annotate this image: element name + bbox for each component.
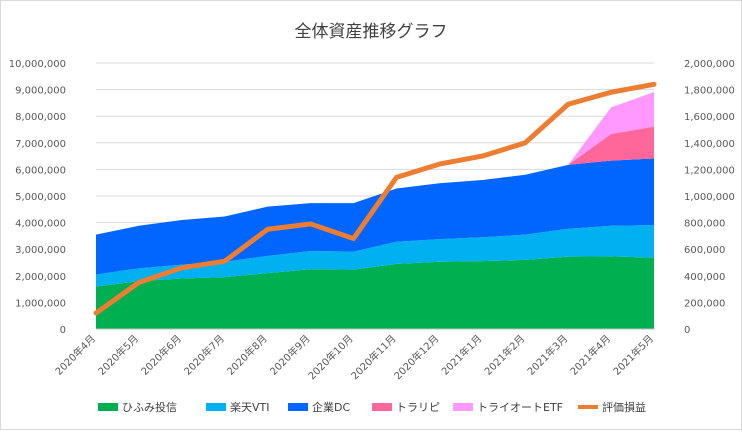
left-tick-label: 6,000,000 xyxy=(15,165,66,176)
legend-item: トラリピ xyxy=(372,401,440,414)
left-tick-label: 2,000,000 xyxy=(15,272,66,283)
legend-swatch xyxy=(206,403,226,411)
left-tick-label: 8,000,000 xyxy=(15,112,66,123)
chart-title: 全体資産推移グラフ xyxy=(295,22,448,42)
area-ひふみ投信 xyxy=(96,256,654,329)
right-tick-label: 800,000 xyxy=(684,219,725,230)
right-tick-label: 0 xyxy=(684,325,690,336)
legend-swatch xyxy=(288,403,308,411)
legend-label: 楽天VTI xyxy=(230,401,270,414)
legend-label: 企業DC xyxy=(312,400,350,414)
x-tick-label: 2021年5月 xyxy=(610,332,656,378)
x-tick-label: 2021年2月 xyxy=(482,332,528,378)
legend: ひふみ投信 楽天VTI 企業DC トラリピ トライオートETF 評価損益 xyxy=(98,400,646,414)
x-tick-label: 2020年10月 xyxy=(305,332,355,382)
right-tick-label: 1,800,000 xyxy=(684,86,735,97)
right-axis: 0 200,000 400,000 600,000 800,000 1,000,000 1,… xyxy=(684,59,735,336)
area-楽天VTI xyxy=(96,224,654,287)
stacked-areas xyxy=(96,91,654,329)
right-tick-label: 1,000,000 xyxy=(684,192,735,203)
left-axis: 0 1,000,000 2,000,000 3,000,000 4,000,000 5,0… xyxy=(9,59,66,336)
x-tick-label: 2020年9月 xyxy=(267,332,313,378)
legend-label: トライオートETF xyxy=(477,401,563,414)
legend-swatch xyxy=(453,403,473,411)
line-評価損益 xyxy=(93,81,657,316)
left-tick-label: 7,000,000 xyxy=(15,139,66,150)
x-tick-label: 2020年11月 xyxy=(348,332,398,382)
left-tick-label: 10,000,000 xyxy=(9,59,66,70)
legend-label: 評価損益 xyxy=(602,400,646,414)
left-tick-label: 9,000,000 xyxy=(15,86,66,97)
legend-swatch xyxy=(372,403,392,411)
right-tick-label: 1,400,000 xyxy=(684,139,735,150)
right-tick-label: 1,200,000 xyxy=(684,165,735,176)
right-tick-label: 200,000 xyxy=(684,298,725,309)
legend-item: 評価損益 xyxy=(578,400,646,414)
right-tick-label: 1,600,000 xyxy=(684,112,735,123)
left-tick-label: 5,000,000 xyxy=(15,192,66,203)
line-series xyxy=(93,81,657,316)
x-tick-label: 2020年12月 xyxy=(391,332,441,382)
x-tick-label: 2021年3月 xyxy=(524,332,570,378)
legend-swatch xyxy=(98,403,118,411)
x-tick-label: 2020年5月 xyxy=(95,332,141,378)
x-tick-label: 2020年8月 xyxy=(224,332,270,378)
x-tick-label: 2020年4月 xyxy=(52,332,98,378)
area-企業DC xyxy=(96,158,654,275)
x-tick-label: 2021年1月 xyxy=(439,332,485,378)
right-tick-label: 400,000 xyxy=(684,272,725,283)
right-tick-label: 2,000,000 xyxy=(684,59,735,70)
left-tick-label: 1,000,000 xyxy=(15,298,66,309)
x-tick-label: 2020年6月 xyxy=(138,332,184,378)
left-tick-label: 4,000,000 xyxy=(15,219,66,230)
legend-item: 楽天VTI xyxy=(206,401,270,414)
legend-item: トライオートETF xyxy=(453,401,563,414)
left-tick-label: 0 xyxy=(60,325,66,336)
legend-item: 企業DC xyxy=(288,400,350,414)
x-axis: 2020年4月2020年5月2020年6月2020年7月2020年8月2020年… xyxy=(52,328,656,382)
x-tick-label: 2021年4月 xyxy=(567,332,613,378)
right-tick-label: 600,000 xyxy=(684,245,725,256)
left-tick-label: 3,000,000 xyxy=(15,245,66,256)
legend-label: ひふみ投信 xyxy=(122,400,177,414)
legend-item: ひふみ投信 xyxy=(98,400,177,414)
x-tick-label: 2020年7月 xyxy=(181,332,227,378)
legend-label: トラリピ xyxy=(396,401,440,414)
